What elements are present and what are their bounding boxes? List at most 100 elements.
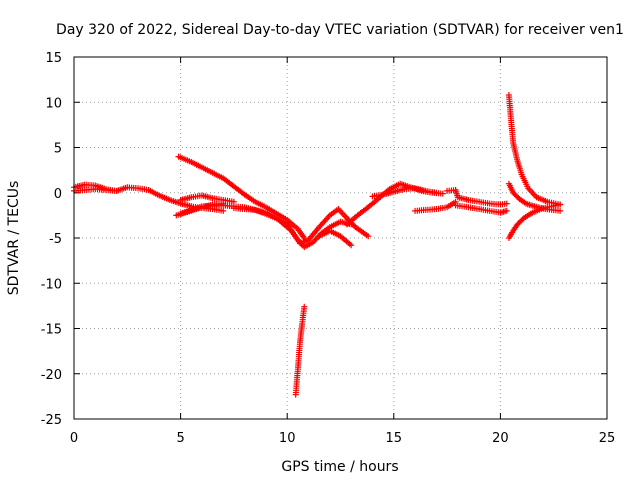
- data-point-markers: [497, 200, 508, 208]
- data-point-markers: [292, 368, 301, 398]
- data-point-markers: [465, 197, 480, 205]
- data-point-markers: [305, 225, 321, 243]
- data-point-markers: [508, 117, 516, 144]
- data-point-markers: [252, 206, 278, 221]
- y-tick-label: -20: [41, 368, 62, 383]
- data-point-markers: [230, 205, 257, 213]
- data-point-markers: [518, 171, 531, 190]
- y-tick-label: -10: [41, 277, 62, 292]
- data-series-track-16: [505, 201, 564, 241]
- data-point-marker: [503, 200, 510, 207]
- data-point-markers: [505, 180, 516, 194]
- data-point-markers: [301, 240, 315, 251]
- data-point-markers: [452, 202, 470, 210]
- data-series-track-1: [71, 181, 227, 214]
- data-point-markers: [230, 183, 246, 197]
- data-point-markers: [516, 196, 528, 206]
- data-series-track-2: [71, 186, 120, 194]
- data-point-markers: [156, 192, 172, 203]
- data-series-track-12: [444, 187, 510, 208]
- data-point-markers: [422, 187, 438, 196]
- data-point-markers: [297, 323, 305, 346]
- data-series-track-14: [505, 92, 564, 208]
- data-point-markers: [465, 204, 480, 212]
- data-point-markers: [520, 210, 534, 222]
- y-tick-label: -5: [49, 232, 62, 247]
- data-point-markers: [198, 202, 225, 210]
- data-point-markers: [337, 233, 353, 247]
- data-point-markers: [145, 187, 161, 198]
- data-point-markers: [358, 228, 370, 239]
- data-series-track-15: [505, 180, 564, 214]
- data-point-markers: [288, 227, 302, 245]
- data-point-markers: [209, 169, 225, 181]
- tick-layer: 0 5 10 15 20 25 -25 -20 -15 -10 -5 0 5 10 15: [41, 51, 616, 446]
- y-tick-label: -15: [41, 323, 62, 338]
- data-point-markers: [175, 153, 193, 165]
- data-point-markers: [297, 237, 310, 247]
- data-point-markers: [241, 191, 257, 204]
- data-point-marker: [557, 207, 564, 214]
- x-tick-label: 0: [70, 431, 78, 446]
- data-point-markers: [533, 194, 549, 204]
- data-point-markers: [220, 175, 236, 189]
- x-axis-label: GPS time / hours: [281, 459, 398, 475]
- data-point-markers: [510, 189, 522, 201]
- data-point-markers: [343, 213, 359, 228]
- data-point-marker: [348, 242, 355, 249]
- data-series-track-11: [412, 198, 459, 214]
- data-point-marker: [503, 207, 510, 214]
- x-tick-label: 5: [176, 431, 184, 446]
- data-point-markers: [529, 205, 545, 216]
- data-point-markers: [476, 206, 491, 214]
- data-point-markers: [177, 194, 193, 203]
- chart-title: Day 320 of 2022, Sidereal Day-to-day VTE…: [56, 22, 624, 38]
- y-tick-label: 10: [45, 96, 62, 111]
- x-tick-label: 25: [599, 431, 616, 446]
- data-series-track-9: [343, 180, 446, 228]
- data-point-markers: [525, 185, 539, 199]
- data-series-track-13: [452, 202, 510, 216]
- y-tick-label: 0: [54, 187, 62, 202]
- data-point-markers: [514, 216, 526, 228]
- data-point-marker: [365, 233, 372, 240]
- data-point-markers: [262, 204, 278, 216]
- data-point-markers: [198, 164, 214, 175]
- data-point-marker: [301, 303, 308, 310]
- data-series-track-8: [316, 227, 355, 249]
- data-point-marker: [557, 201, 564, 208]
- data-point-markers: [188, 159, 204, 170]
- data-point-markers: [252, 198, 268, 210]
- data-point-marker: [220, 207, 227, 214]
- data-point-markers: [316, 228, 332, 240]
- data-point-markers: [326, 219, 342, 231]
- data-point-markers: [326, 207, 340, 219]
- x-tick-label: 15: [386, 431, 403, 446]
- grid-layer: [74, 57, 607, 419]
- data-series-track-7: [230, 205, 372, 247]
- data-point-markers: [188, 192, 203, 201]
- data-point-marker: [439, 190, 446, 197]
- y-axis-label: SDTVAR / TECUs: [6, 181, 22, 296]
- data-point-markers: [354, 205, 370, 219]
- data-point-markers: [316, 213, 332, 231]
- data-point-markers: [135, 185, 150, 193]
- data-point-markers: [514, 158, 525, 176]
- data-point-markers: [326, 227, 342, 239]
- data-point-markers: [273, 215, 293, 233]
- data-point-markers: [299, 305, 307, 327]
- data-layer: [71, 92, 564, 398]
- data-point-markers: [505, 229, 516, 241]
- data-point-marker: [433, 189, 440, 196]
- plot-frame: [73, 56, 608, 420]
- x-tick-label: 10: [279, 431, 296, 446]
- data-series-track-10: [369, 185, 440, 200]
- data-point-markers: [177, 204, 203, 217]
- data-point-markers: [198, 192, 214, 201]
- data-point-markers: [505, 92, 514, 122]
- data-point-markers: [294, 341, 303, 373]
- data-point-markers: [294, 225, 307, 240]
- data-point-marker: [113, 187, 120, 194]
- data-point-markers: [335, 206, 349, 220]
